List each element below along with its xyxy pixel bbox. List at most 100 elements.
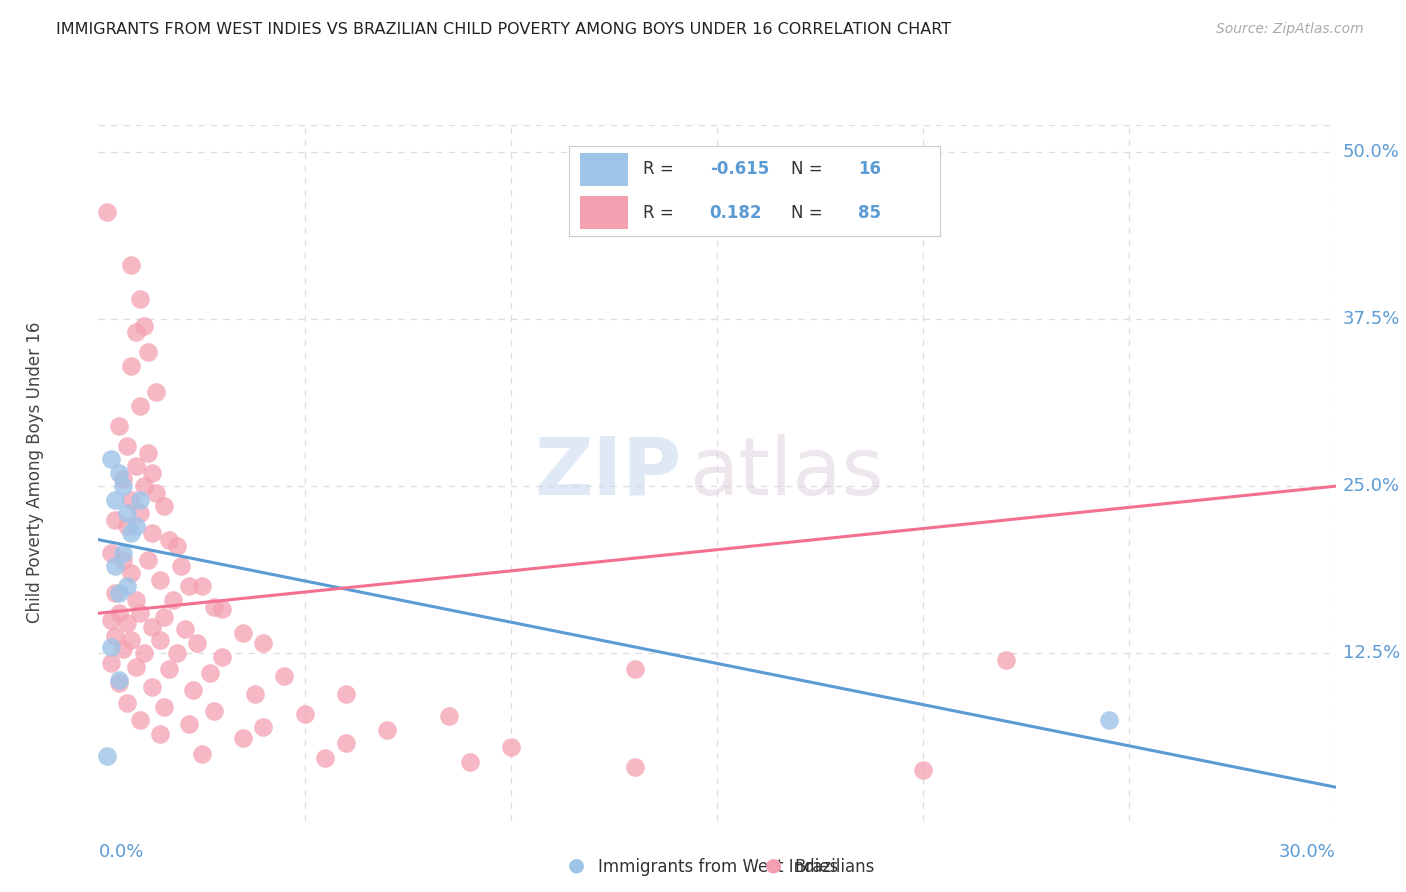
Point: [202, 704, 225, 718]
Text: atlas: atlas: [689, 434, 883, 512]
FancyBboxPatch shape: [579, 153, 628, 186]
Point: [112, 546, 135, 560]
Point: [623, 662, 645, 677]
Point: [100, 640, 122, 654]
Point: [174, 623, 197, 637]
Point: [112, 642, 135, 657]
Point: [314, 751, 336, 765]
Text: 37.5%: 37.5%: [1343, 310, 1400, 328]
Text: Source: ZipAtlas.com: Source: ZipAtlas.com: [1216, 22, 1364, 37]
Point: [141, 526, 163, 541]
Point: [128, 399, 150, 413]
Point: [149, 633, 172, 648]
Point: [132, 318, 155, 333]
Point: [104, 512, 127, 526]
Point: [104, 586, 127, 600]
Point: [108, 419, 131, 434]
Point: [232, 626, 254, 640]
Point: [153, 699, 176, 714]
Point: [117, 580, 139, 594]
Point: [117, 615, 139, 630]
Point: [623, 760, 645, 774]
Point: [149, 573, 172, 587]
Text: 25.0%: 25.0%: [1343, 477, 1400, 495]
Point: [96, 749, 118, 764]
Text: 85: 85: [858, 203, 882, 222]
Point: [120, 492, 142, 507]
Point: [190, 580, 212, 594]
Text: R =: R =: [643, 203, 679, 222]
Point: [120, 633, 142, 648]
Point: [120, 566, 142, 581]
Point: [108, 607, 131, 621]
Point: [149, 726, 172, 740]
Point: [128, 506, 150, 520]
Text: 12.5%: 12.5%: [1343, 644, 1400, 663]
Text: 16: 16: [858, 161, 882, 178]
Point: [104, 559, 127, 574]
Text: ZIP: ZIP: [534, 434, 682, 512]
Text: Brazilians: Brazilians: [794, 858, 875, 876]
Point: [128, 714, 150, 728]
Point: [179, 580, 201, 594]
Text: ●: ●: [765, 855, 782, 875]
Text: 50.0%: 50.0%: [1343, 143, 1399, 161]
Point: [202, 599, 225, 614]
Point: [112, 552, 135, 567]
Text: N =: N =: [792, 161, 828, 178]
Point: [120, 259, 142, 273]
Point: [108, 586, 131, 600]
Point: [124, 326, 146, 340]
Point: [117, 439, 139, 453]
Point: [166, 646, 188, 660]
Text: 0.0%: 0.0%: [98, 843, 143, 861]
Point: [273, 669, 295, 683]
Point: [186, 635, 208, 649]
Point: [153, 500, 176, 514]
Point: [104, 629, 127, 643]
Point: [437, 709, 460, 723]
Point: [136, 446, 159, 460]
Point: [166, 539, 188, 553]
Text: N =: N =: [792, 203, 828, 222]
Point: [108, 673, 131, 688]
Point: [124, 592, 146, 607]
Text: IMMIGRANTS FROM WEST INDIES VS BRAZILIAN CHILD POVERTY AMONG BOYS UNDER 16 CORRE: IMMIGRANTS FROM WEST INDIES VS BRAZILIAN…: [56, 22, 952, 37]
Text: 0.182: 0.182: [710, 203, 762, 222]
Text: -0.615: -0.615: [710, 161, 769, 178]
Point: [117, 696, 139, 710]
Point: [190, 747, 212, 761]
Point: [117, 519, 139, 533]
Point: [96, 205, 118, 219]
Point: [181, 682, 204, 697]
Point: [912, 763, 935, 777]
Point: [153, 610, 176, 624]
Point: [120, 526, 142, 541]
Point: [211, 602, 233, 616]
Point: [162, 592, 184, 607]
Point: [1098, 714, 1121, 728]
Point: [157, 533, 180, 547]
Point: [211, 650, 233, 665]
Point: [243, 687, 266, 701]
Point: [994, 653, 1017, 667]
Point: [198, 666, 221, 681]
Point: [294, 706, 316, 721]
Point: [145, 485, 167, 500]
Point: [179, 717, 201, 731]
Point: [136, 345, 159, 359]
Point: [100, 452, 122, 467]
Point: [335, 736, 357, 750]
Point: [170, 559, 193, 574]
Point: [232, 731, 254, 745]
Point: [124, 519, 146, 533]
Point: [124, 459, 146, 474]
Point: [100, 546, 122, 560]
Point: [104, 492, 127, 507]
Point: [458, 755, 481, 769]
Point: [112, 479, 135, 493]
Point: [145, 385, 167, 400]
Text: ●: ●: [568, 855, 585, 875]
Point: [132, 646, 155, 660]
Point: [128, 292, 150, 306]
